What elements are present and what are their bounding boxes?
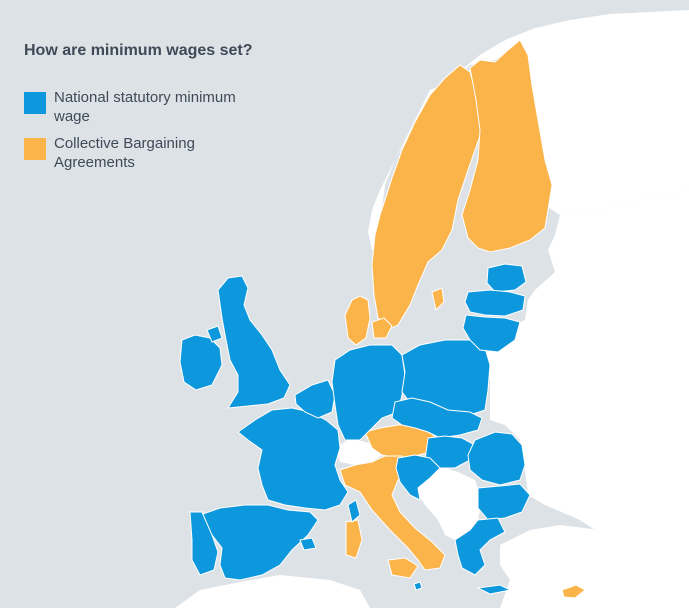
country-united-kingdom — [217, 275, 291, 409]
eastern-europe — [480, 190, 689, 560]
north-africa — [175, 575, 370, 608]
legend-label-collective: Collective Bargaining Agreements — [54, 135, 195, 171]
country-gotland — [431, 287, 445, 311]
country-finland — [461, 39, 553, 253]
legend-swatch-collective — [24, 138, 46, 160]
country-slovenia-croatia — [395, 454, 441, 501]
country-bulgaria — [477, 483, 531, 521]
statutory-minimum-wage-countries — [179, 263, 531, 595]
country-portugal — [189, 511, 219, 576]
country-germany — [331, 344, 406, 441]
map-title: How are minimum wages set? — [24, 42, 253, 59]
switzerland — [335, 440, 382, 465]
country-crete — [476, 584, 512, 595]
country-cyprus — [561, 584, 586, 599]
country-denmark-islands — [371, 317, 393, 339]
legend-item-statutory: National statutory minimum wage — [24, 88, 244, 126]
country-northern-ireland — [206, 325, 223, 343]
country-sweden — [371, 64, 483, 331]
turkey — [500, 525, 689, 608]
country-corsica — [347, 499, 361, 523]
country-benelux — [294, 379, 336, 419]
country-estonia — [486, 263, 527, 293]
legend-swatch-statutory — [24, 92, 46, 114]
country-italy — [339, 455, 446, 571]
country-malta — [413, 581, 423, 591]
country-balearic — [299, 537, 317, 551]
country-spain — [199, 504, 319, 581]
legend-item-collective: Collective Bargaining Agreements — [24, 134, 244, 172]
norway — [368, 10, 689, 250]
country-poland — [401, 339, 491, 416]
country-greece — [454, 517, 506, 576]
country-czech-slovakia — [391, 397, 483, 439]
collective-bargaining-countries — [339, 39, 586, 599]
map-legend: National statutory minimum wage Collecti… — [24, 88, 244, 180]
legend-label-statutory: National statutory minimum wage — [54, 89, 236, 125]
country-sardinia — [345, 519, 363, 559]
country-romania — [467, 431, 526, 486]
country-lithuania — [462, 314, 521, 353]
country-denmark — [344, 295, 371, 346]
other-land — [175, 10, 689, 608]
country-sicily — [387, 557, 419, 579]
country-ireland — [179, 334, 223, 391]
western-balkans — [412, 468, 482, 540]
country-latvia — [464, 289, 526, 317]
